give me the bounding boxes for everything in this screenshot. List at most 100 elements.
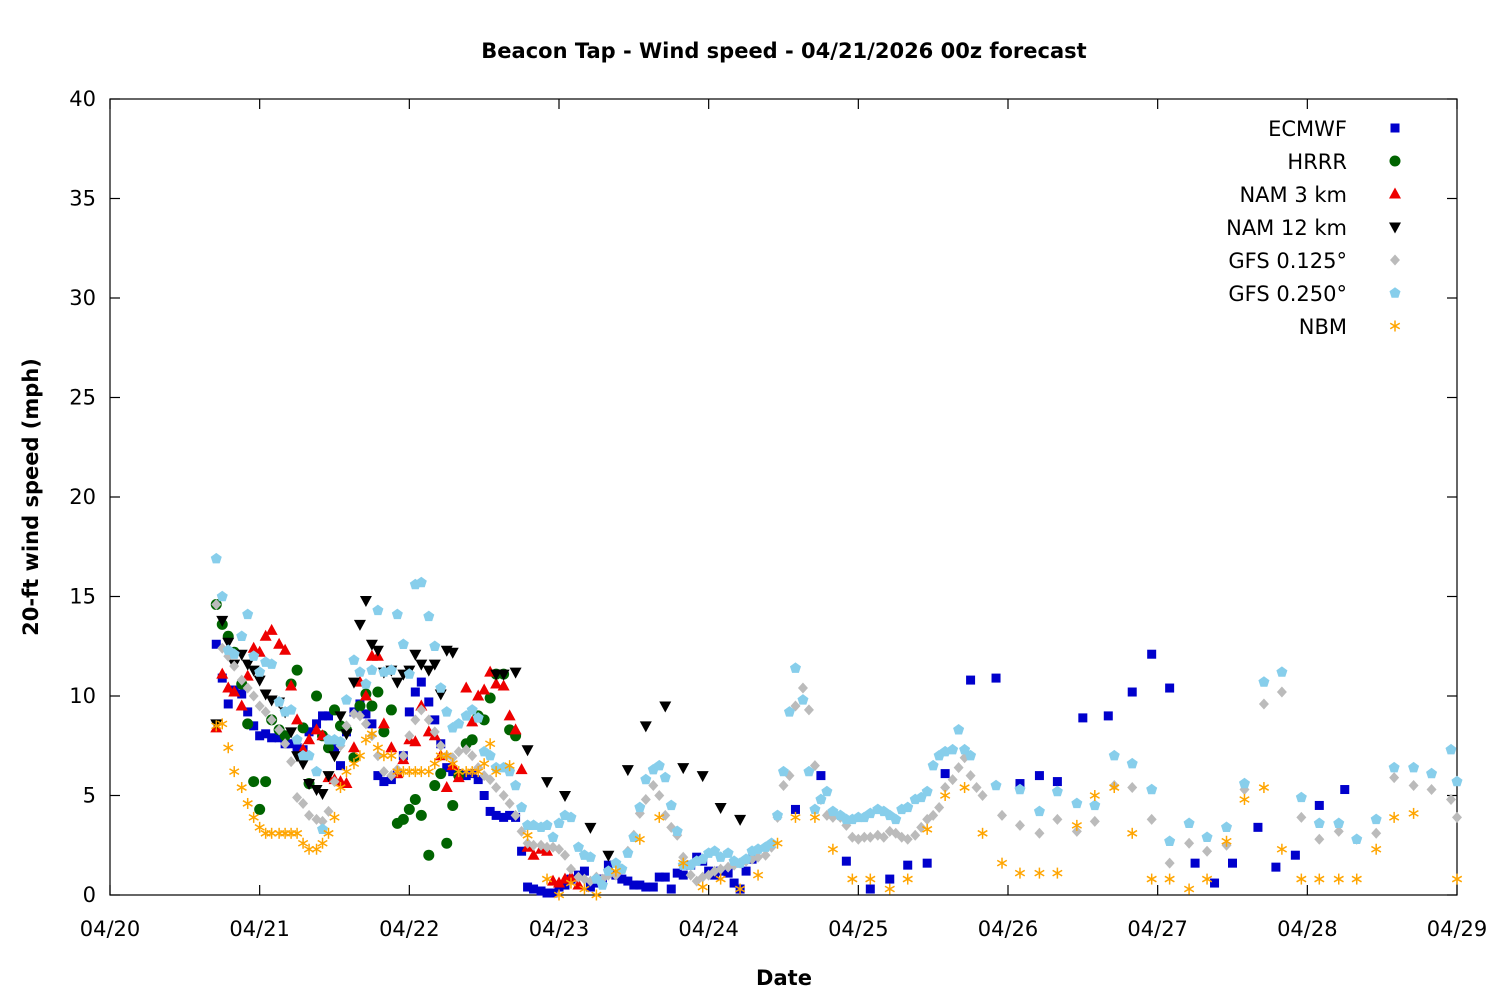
data-point bbox=[341, 720, 352, 732]
data-point bbox=[259, 629, 272, 641]
data-point bbox=[590, 873, 602, 884]
series-nam-12-km bbox=[210, 595, 747, 862]
data-point bbox=[259, 689, 272, 701]
data-point bbox=[547, 831, 559, 842]
y-tick-label: 40 bbox=[69, 87, 96, 111]
data-point bbox=[335, 761, 345, 771]
x-axis: 04/20 04/21 04/22 04/23 04/24 04/25 04/26 04/27… bbox=[80, 99, 1488, 941]
data-point bbox=[423, 610, 435, 622]
data-point bbox=[1071, 797, 1083, 809]
data-point bbox=[902, 833, 913, 845]
data-point bbox=[236, 674, 247, 686]
data-point bbox=[453, 718, 465, 729]
data-point bbox=[517, 846, 527, 856]
x-tick-label: 04/21 bbox=[229, 917, 290, 941]
legend: ECMWF HRRR NAM 3 km NAM 12 km GFS 0.125° GFS … bbox=[1226, 117, 1401, 339]
x-tick-label: 04/24 bbox=[678, 917, 739, 941]
data-point bbox=[529, 884, 539, 894]
data-point bbox=[671, 825, 683, 837]
data-point bbox=[291, 733, 303, 745]
data-point bbox=[491, 782, 502, 794]
legend-label: NAM 3 km bbox=[1239, 183, 1347, 207]
data-point bbox=[1426, 784, 1437, 796]
data-point bbox=[648, 882, 658, 892]
data-point bbox=[318, 711, 328, 721]
data-point bbox=[616, 863, 628, 874]
data-point bbox=[1071, 819, 1082, 831]
data-point bbox=[273, 637, 286, 649]
data-point bbox=[902, 801, 914, 813]
data-point bbox=[279, 730, 291, 742]
data-point bbox=[1258, 676, 1270, 687]
data-point bbox=[1103, 711, 1113, 721]
data-point bbox=[565, 877, 577, 889]
data-point bbox=[640, 773, 652, 785]
data-point bbox=[498, 790, 509, 801]
data-point bbox=[790, 804, 800, 814]
legend-marker bbox=[1389, 222, 1401, 234]
data-point bbox=[397, 638, 409, 649]
data-point bbox=[423, 849, 435, 861]
data-point bbox=[1014, 819, 1025, 831]
data-point bbox=[996, 857, 1008, 869]
x-axis-label: Date bbox=[756, 966, 812, 990]
data-point bbox=[1333, 825, 1344, 837]
data-point bbox=[323, 827, 334, 839]
data-point bbox=[242, 797, 253, 809]
data-point bbox=[435, 682, 447, 693]
data-point bbox=[503, 709, 516, 721]
data-point bbox=[266, 827, 277, 839]
data-point bbox=[1314, 833, 1325, 845]
data-point bbox=[584, 822, 597, 834]
data-point bbox=[348, 752, 360, 764]
y-tick-label: 10 bbox=[69, 684, 96, 708]
data-point bbox=[223, 699, 233, 709]
data-point bbox=[310, 785, 323, 797]
x-tick-label: 04/25 bbox=[828, 917, 889, 941]
data-point bbox=[803, 765, 815, 777]
data-point bbox=[1089, 799, 1101, 811]
data-point bbox=[1221, 835, 1232, 847]
data-point bbox=[478, 683, 491, 695]
data-point bbox=[509, 667, 522, 679]
data-point bbox=[360, 678, 372, 689]
data-point bbox=[884, 883, 895, 895]
data-point bbox=[903, 860, 913, 870]
y-tick-label: 30 bbox=[69, 286, 96, 310]
data-point bbox=[348, 654, 360, 665]
data-point bbox=[947, 774, 958, 786]
data-point bbox=[435, 768, 447, 780]
data-point bbox=[809, 803, 821, 815]
data-point bbox=[666, 884, 676, 894]
data-point bbox=[772, 837, 783, 849]
data-point bbox=[1146, 873, 1157, 885]
data-point bbox=[565, 863, 576, 875]
data-point bbox=[265, 623, 278, 635]
data-point bbox=[553, 876, 565, 888]
data-point bbox=[797, 682, 808, 694]
data-point bbox=[291, 664, 303, 676]
data-point bbox=[254, 666, 266, 677]
data-point bbox=[1078, 713, 1088, 723]
data-point bbox=[528, 839, 539, 851]
legend-label: NBM bbox=[1299, 315, 1347, 339]
data-point bbox=[291, 827, 303, 839]
data-point bbox=[466, 704, 478, 715]
data-point bbox=[864, 807, 876, 819]
data-point bbox=[366, 728, 378, 740]
legend-marker bbox=[1389, 187, 1401, 199]
data-point bbox=[921, 785, 933, 797]
data-point bbox=[1314, 800, 1324, 810]
data-point bbox=[324, 711, 334, 721]
data-point bbox=[634, 801, 646, 813]
data-point bbox=[554, 843, 564, 855]
data-point bbox=[373, 771, 383, 781]
data-point bbox=[521, 745, 534, 757]
data-point bbox=[467, 750, 478, 762]
data-point bbox=[429, 640, 441, 651]
data-point bbox=[1052, 777, 1062, 787]
data-point bbox=[310, 723, 323, 735]
data-point bbox=[584, 851, 596, 862]
x-tick-label: 04/29 bbox=[1427, 917, 1488, 941]
